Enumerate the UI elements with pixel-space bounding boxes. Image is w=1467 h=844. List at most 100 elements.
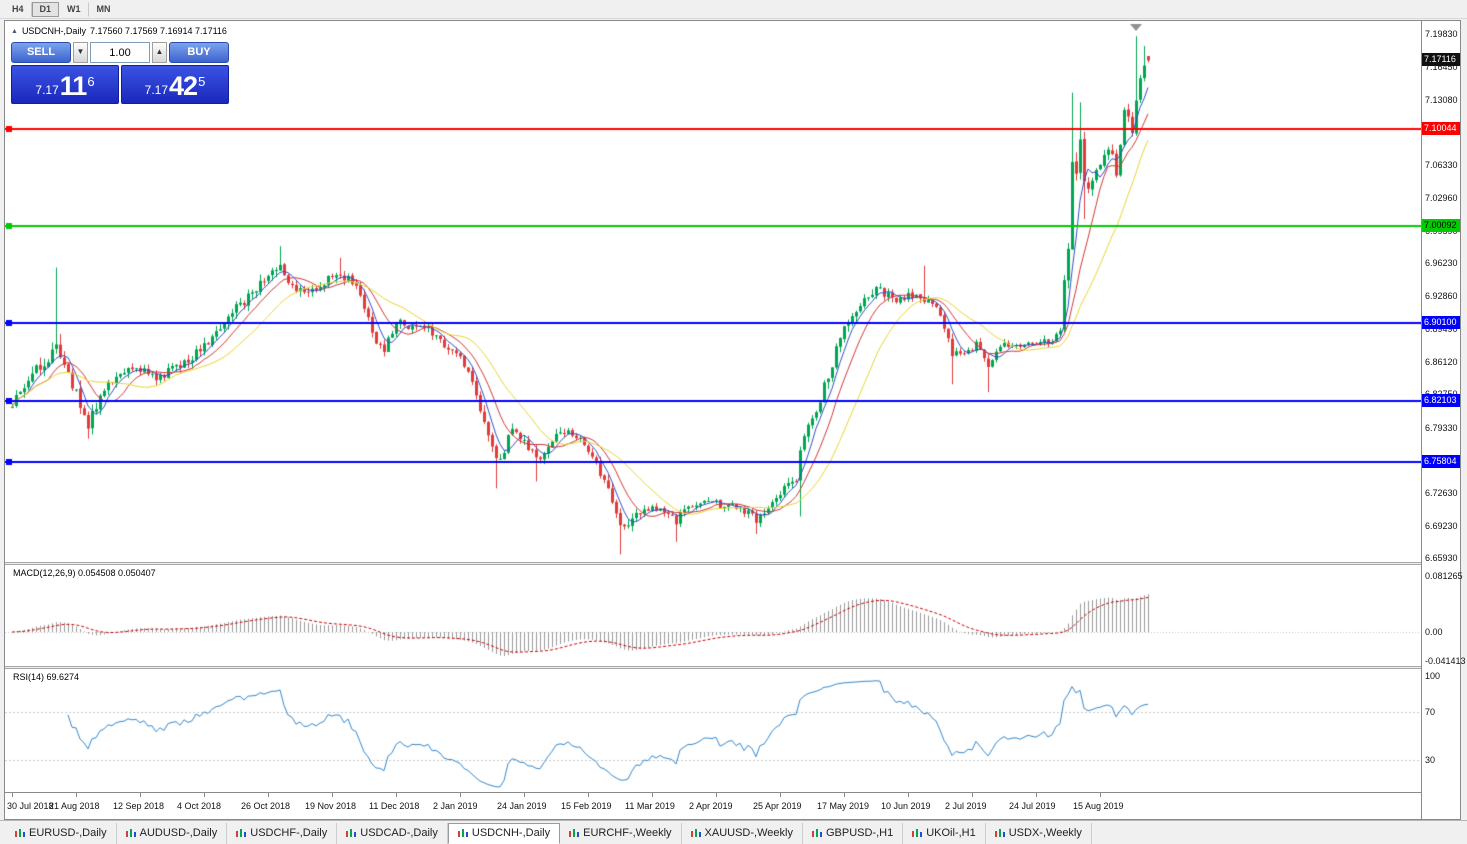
chart-title-marker-icon: ▲ — [11, 27, 18, 35]
chart-tab-eurchf-weekly[interactable]: EURCHF-,Weekly — [560, 823, 682, 844]
macd-chart-canvas[interactable] — [5, 565, 1421, 666]
chart-tab-icon — [346, 828, 357, 837]
chart-tab-audusd-daily[interactable]: AUDUSD-,Daily — [117, 823, 228, 844]
chart-tab-label: AUDUSD-,Daily — [139, 827, 218, 839]
date-axis-label: 25 Apr 2019 — [753, 801, 802, 811]
rsi-scale-label: 100 — [1425, 671, 1441, 681]
date-axis-tick — [76, 793, 77, 797]
date-axis-tick — [588, 793, 589, 797]
chart-tab-label: USDCNH-,Daily — [471, 827, 551, 839]
chart-tab-eurusd-daily[interactable]: EURUSD-,Daily — [6, 823, 117, 844]
chart-symbol-period: USDCNH-,Daily — [21, 26, 86, 36]
rsi-indicator-pane: RSI(14) 69.6274 — [5, 669, 1421, 792]
date-axis-tick — [844, 793, 845, 797]
chart-tab-label: GBPUSD-,H1 — [825, 827, 894, 839]
chart-tab-icon — [457, 828, 468, 837]
chart-tab-label: UKOil-,H1 — [926, 827, 976, 839]
timeframe-toolbar: H4 D1 W1 MN — [0, 0, 1467, 19]
ask-price-display[interactable]: 7.17 42 5 — [121, 65, 229, 104]
date-axis-label: 30 Jul 2018 — [7, 801, 54, 811]
pane-divider[interactable] — [5, 666, 1460, 669]
volume-input[interactable] — [90, 42, 150, 63]
chart-tab-label: USDX-,Weekly — [1008, 827, 1082, 839]
chart-tab-usdcad-daily[interactable]: USDCAD-,Daily — [337, 823, 448, 844]
date-axis-label: 24 Jan 2019 — [497, 801, 547, 811]
date-axis-label: 24 Jul 2019 — [1009, 801, 1056, 811]
macd-scale-label: -0.041413 — [1425, 655, 1466, 666]
chart-window: ▲ USDCNH-,Daily 7.17560 7.17569 7.16914 … — [4, 20, 1466, 820]
price-scale-label: 6.72630 — [1425, 487, 1458, 498]
chevron-up-icon: ▲ — [155, 47, 164, 56]
chart-ohlc-readout: 7.17560 7.17569 7.16914 7.17116 — [89, 26, 227, 36]
date-axis-label: 2 Apr 2019 — [689, 801, 733, 811]
chevron-down-icon: ▼ — [76, 47, 85, 56]
price-level-badge: 6.82103 — [1422, 394, 1460, 407]
rsi-scale-label: 70 — [1425, 707, 1436, 717]
sell-button[interactable]: SELL — [11, 42, 71, 63]
chart-tab-ukoil-h1[interactable]: UKOil-,H1 — [903, 823, 986, 844]
date-axis-tick — [524, 793, 525, 797]
price-level-badge: 7.00092 — [1422, 219, 1460, 232]
price-scale-label: 6.86120 — [1425, 356, 1458, 367]
date-axis-label: 26 Oct 2018 — [241, 801, 291, 811]
date-axis-label: 11 Mar 2019 — [625, 801, 675, 811]
timeframe-button-d1[interactable]: D1 — [31, 1, 60, 17]
chart-tab-usdchf-daily[interactable]: USDCHF-,Daily — [227, 823, 338, 844]
volume-increase-button[interactable]: ▲ — [152, 42, 167, 63]
price-scale-label: 7.02960 — [1425, 193, 1458, 203]
macd-scale-label: 0.00 — [1425, 627, 1443, 637]
timeframe-button-w1[interactable]: W1 — [59, 1, 89, 17]
price-scale[interactable]: 7.198307.164507.130807.097107.063307.029… — [1421, 21, 1466, 819]
date-axis-tick — [1036, 793, 1037, 797]
date-axis-label: 11 Dec 2018 — [369, 801, 420, 811]
candlestick-chart-canvas[interactable] — [5, 21, 1421, 562]
date-axis-label: 21 Aug 2018 — [49, 801, 100, 811]
price-level-badge: 7.10044 — [1422, 122, 1460, 135]
date-axis-label: 12 Sep 2018 — [113, 801, 165, 811]
ask-price-pip-digit: 5 — [198, 74, 206, 89]
chart-tab-usdx-weekly[interactable]: USDX-,Weekly — [986, 823, 1092, 844]
date-axis-tick — [204, 793, 205, 797]
price-level-badge: 6.90100 — [1422, 316, 1460, 329]
date-axis-tick — [780, 793, 781, 797]
date-axis-tick — [12, 793, 13, 797]
date-axis[interactable]: 30 Jul 2018 21 Aug 2018 12 Sep 2018 4 Oct 2… — [5, 792, 1421, 819]
timeframe-button-h4[interactable]: H4 — [4, 1, 32, 17]
price-scale-label: 7.06330 — [1425, 160, 1458, 171]
bid-price-display[interactable]: 7.17 11 6 — [11, 65, 119, 104]
date-axis-tick — [972, 793, 973, 797]
price-scale-label: 7.16450 — [1425, 61, 1458, 72]
chart-tab-label: EURCHF-,Weekly — [583, 827, 672, 839]
timeframe-button-mn[interactable]: MN — [96, 3, 111, 14]
ask-price-prefix: 7.17 — [144, 83, 169, 97]
date-axis-label: 2 Jul 2019 — [945, 801, 987, 811]
date-axis-tick — [332, 793, 333, 797]
chart-tab-icon — [994, 828, 1005, 837]
macd-indicator-pane: MACD(12,26,9) 0.054508 0.050407 — [5, 565, 1421, 666]
rsi-indicator-label: RSI(14) 69.6274 — [13, 672, 80, 682]
rsi-scale-label: 30 — [1425, 755, 1436, 765]
chart-tab-bar: EURUSD-,Daily AUDUSD-,Daily USDCHF-,Daily U… — [0, 820, 1467, 844]
date-axis-tick — [140, 793, 141, 797]
one-click-trading-panel: SELL ▼ ▲ BUY 7.17 11 6 7.17 42 5 — [11, 42, 229, 104]
date-axis-label: 10 Jun 2019 — [881, 801, 931, 811]
date-axis-tick — [716, 793, 717, 797]
pane-divider[interactable] — [5, 562, 1460, 565]
chart-tab-xauusd-weekly[interactable]: XAUUSD-,Weekly — [682, 823, 803, 844]
chart-tab-icon — [569, 828, 580, 837]
bid-price-prefix: 7.17 — [35, 83, 59, 97]
chart-tab-label: USDCHF-,Daily — [250, 827, 328, 839]
chart-title: ▲ USDCNH-,Daily 7.17560 7.17569 7.16914 … — [11, 26, 227, 36]
volume-decrease-button[interactable]: ▼ — [73, 42, 88, 63]
date-axis-label: 15 Feb 2019 — [561, 801, 612, 811]
buy-button[interactable]: BUY — [169, 42, 229, 63]
price-scale-label: 6.92860 — [1425, 291, 1458, 302]
chart-tab-usdcnh-daily[interactable]: USDCNH-,Daily — [447, 823, 561, 844]
chart-tab-gbpusd-h1[interactable]: GBPUSD-,H1 — [803, 823, 904, 844]
date-axis-tick — [396, 793, 397, 797]
date-axis-tick — [1100, 793, 1101, 797]
rsi-chart-canvas[interactable] — [5, 669, 1421, 792]
date-axis-label: 19 Nov 2018 — [305, 801, 357, 811]
bid-price-big-digits: 11 — [59, 71, 88, 101]
chart-tab-icon — [811, 828, 822, 837]
